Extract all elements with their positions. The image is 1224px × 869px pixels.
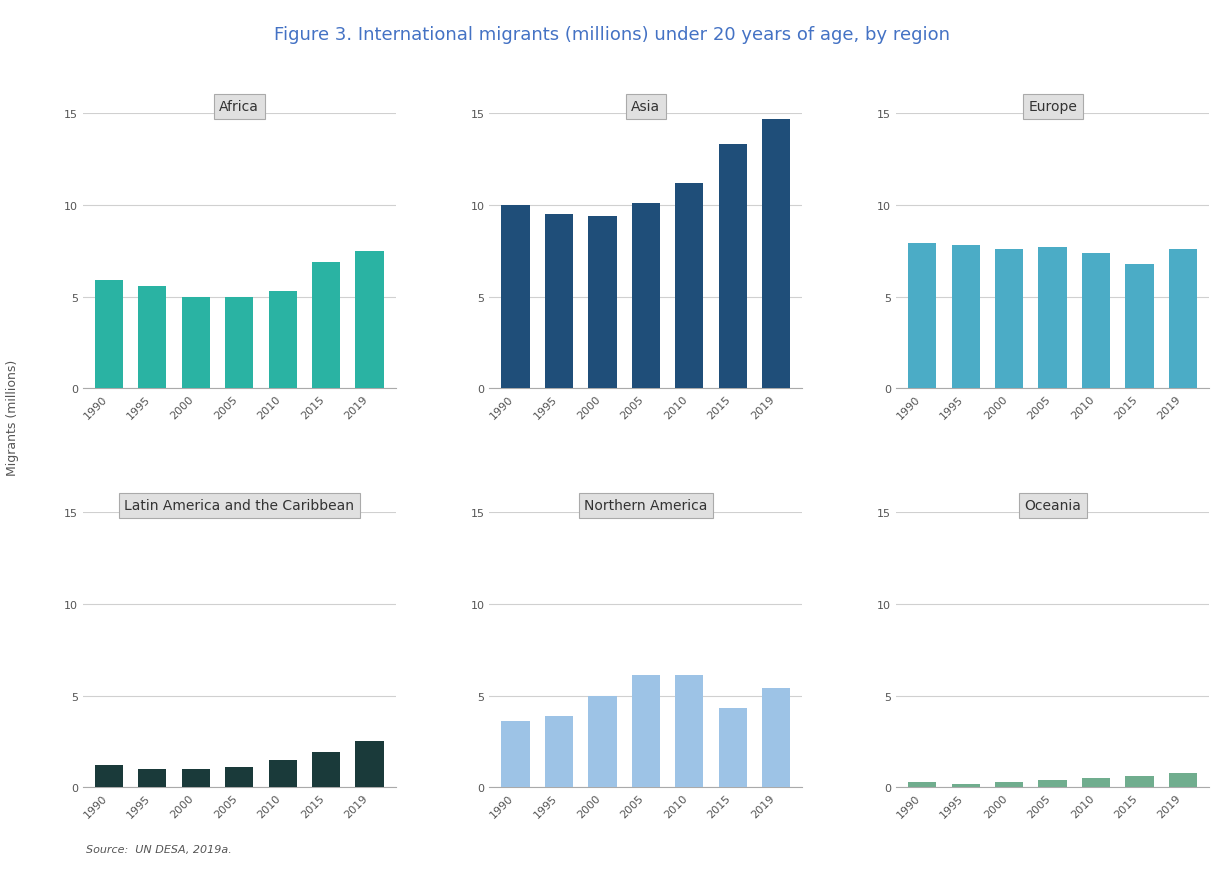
Title: Oceania: Oceania xyxy=(1024,499,1081,513)
Bar xyxy=(951,246,979,389)
Bar xyxy=(951,784,979,787)
Bar xyxy=(268,760,296,787)
Bar xyxy=(502,206,530,389)
Bar xyxy=(1082,779,1110,787)
Bar xyxy=(1038,248,1066,389)
Bar xyxy=(632,204,660,389)
Bar xyxy=(312,262,340,389)
Bar xyxy=(225,297,253,389)
Bar xyxy=(355,251,383,389)
Bar xyxy=(908,782,936,787)
Bar xyxy=(763,688,791,787)
Bar xyxy=(94,766,122,787)
Bar xyxy=(138,769,166,787)
Bar xyxy=(1038,780,1066,787)
Bar xyxy=(995,782,1023,787)
Bar xyxy=(995,249,1023,389)
Title: Asia: Asia xyxy=(632,100,661,114)
Title: Latin America and the Caribbean: Latin America and the Caribbean xyxy=(124,499,354,513)
Bar xyxy=(676,183,704,389)
Bar xyxy=(225,767,253,787)
Bar xyxy=(545,716,573,787)
Bar xyxy=(589,216,617,389)
Bar xyxy=(181,297,209,389)
Bar xyxy=(1169,249,1197,389)
Title: Northern America: Northern America xyxy=(584,499,707,513)
Bar xyxy=(268,292,296,389)
Bar xyxy=(1125,776,1153,787)
Bar xyxy=(763,120,791,389)
Title: Europe: Europe xyxy=(1028,100,1077,114)
Text: Figure 3. International migrants (millions) under 20 years of age, by region: Figure 3. International migrants (millio… xyxy=(274,26,950,44)
Bar xyxy=(181,769,209,787)
Bar xyxy=(908,244,936,389)
Bar xyxy=(312,753,340,787)
Bar xyxy=(545,215,573,389)
Bar xyxy=(1082,253,1110,389)
Bar xyxy=(1169,773,1197,787)
Text: Migrants (millions): Migrants (millions) xyxy=(6,359,18,475)
Text: Source:  UN DESA, 2019a.: Source: UN DESA, 2019a. xyxy=(86,844,231,853)
Bar xyxy=(138,286,166,389)
Bar xyxy=(718,145,747,389)
Title: Africa: Africa xyxy=(219,100,259,114)
Bar xyxy=(502,721,530,787)
Bar xyxy=(589,696,617,787)
Bar xyxy=(94,281,122,389)
Bar xyxy=(1125,264,1153,389)
Bar xyxy=(676,675,704,787)
Bar xyxy=(355,741,383,787)
Bar xyxy=(632,675,660,787)
Bar xyxy=(718,708,747,787)
